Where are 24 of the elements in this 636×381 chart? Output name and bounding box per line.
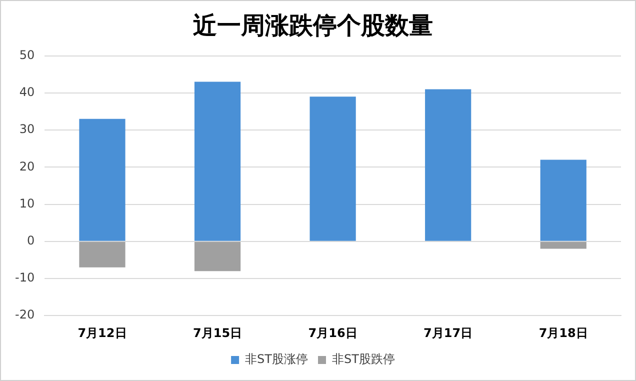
bar — [79, 242, 126, 268]
x-tick-label: 7月12日 — [78, 326, 127, 340]
chart-title: 近一周涨跌停个股数量 — [193, 12, 433, 40]
x-tick-label: 7月18日 — [538, 326, 588, 340]
bar — [310, 96, 356, 241]
bar — [194, 242, 241, 272]
y-tick-label: 50 — [19, 48, 35, 62]
bar — [540, 160, 586, 241]
x-tick-label: 7月16日 — [308, 326, 358, 340]
x-tick-label: 7月15日 — [192, 326, 242, 340]
bar — [194, 82, 241, 241]
bar — [79, 118, 126, 241]
legend-label: 非ST股跌停 — [332, 352, 395, 366]
y-tick-label: 20 — [19, 159, 35, 174]
bar — [540, 242, 586, 249]
y-tick-label: 40 — [19, 85, 35, 100]
y-tick-label: 10 — [19, 196, 35, 210]
y-tick-label: -10 — [14, 270, 35, 285]
legend-label: 非ST股涨停 — [245, 352, 308, 366]
x-tick-label: 7月17日 — [424, 326, 473, 340]
bar — [425, 89, 472, 241]
y-tick-label: 30 — [19, 122, 35, 136]
y-tick-label: -20 — [14, 308, 35, 322]
y-tick-label: 0 — [26, 233, 35, 248]
